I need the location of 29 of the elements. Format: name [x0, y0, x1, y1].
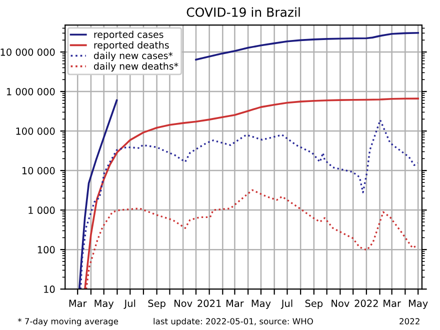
legend-label: daily new deaths* [94, 62, 178, 72]
legend-label: reported cases [94, 30, 164, 40]
y-tick-label: 10 000 [22, 167, 55, 174]
x-tick-label: Nov [174, 300, 192, 308]
y-tick-label: 100 000 [16, 128, 55, 135]
y-tick-label: 100 [38, 246, 55, 254]
x-tick-label: May [252, 300, 271, 309]
x-tick-label: 2022 [354, 300, 378, 308]
x-tick-label: Mar [69, 300, 87, 308]
text: last update: 2022-05-01, source: WHO [154, 318, 313, 326]
x-tick-label: Jul [280, 299, 292, 309]
x-tick-label: May [94, 300, 114, 309]
text: * 7-day moving average [18, 318, 118, 326]
legend-label: reported deaths [94, 41, 169, 50]
y-tick-label: 10 000 000 [0, 48, 55, 56]
chart-title: COVID-19 in Brazil [186, 7, 300, 17]
x-tick-label: Nov [332, 300, 350, 308]
y-tick-label: 10 [44, 286, 55, 293]
y-tick-label: 1 000 000 [6, 88, 55, 96]
x-tick-label: Mar [226, 300, 244, 308]
text: 2022 [400, 318, 420, 324]
x-tick-label: Mar [384, 300, 401, 308]
x-tick-label: May [408, 300, 428, 309]
y-tick-label: 1 000 [28, 206, 55, 214]
legend-label: daily new cases* [94, 52, 173, 61]
x-tick-label: Jul [124, 299, 136, 309]
x-tick-label: Sep [148, 300, 166, 309]
x-tick-label: 2021 [198, 300, 221, 308]
x-tick-label: Sep [305, 300, 323, 309]
